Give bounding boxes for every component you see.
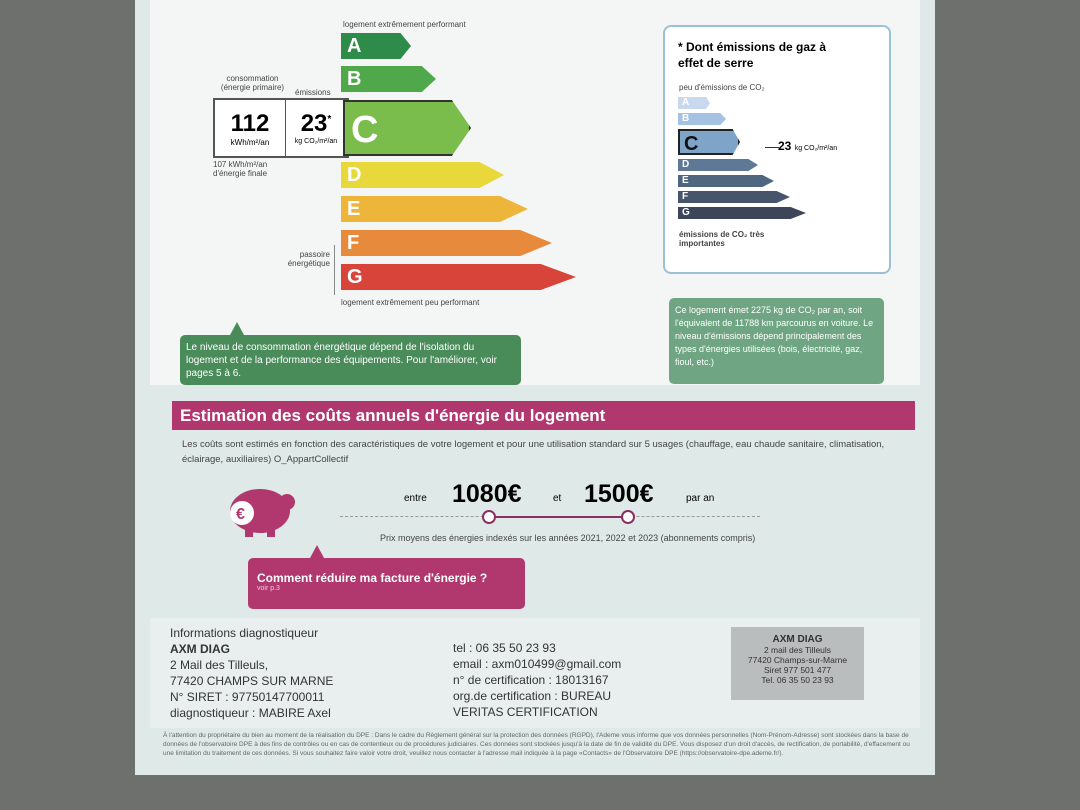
costs-description: Les coûts sont estimés en fonction des c… <box>182 439 885 465</box>
costs-title: Estimation des coûts annuels d'énergie d… <box>172 401 915 430</box>
ghg-class-c: C <box>678 129 740 155</box>
consumption-value: 112 <box>230 110 270 137</box>
ghg-class-b: B <box>678 113 726 125</box>
ghg-class-f: F <box>678 191 790 203</box>
emissions-unit: kg CO₂/m²/an <box>294 138 338 145</box>
stamp-line: Tel. 06 35 50 23 93 <box>761 675 834 685</box>
energy-class-f: F <box>341 230 552 256</box>
energy-class-e: E <box>341 196 528 222</box>
consumption-label: consommation (énergie primaire) <box>220 74 285 92</box>
diag-cert: n° de certification : 18013167 <box>453 673 609 687</box>
ghg-unit: kg CO₂/m²/an <box>794 145 838 152</box>
passoire-label: passoire énergétique <box>287 250 330 268</box>
divider <box>334 245 335 295</box>
per-year-label: par an <box>686 493 715 504</box>
ghg-class-a: A <box>678 97 710 109</box>
piggy-bank-icon: € <box>215 478 300 538</box>
diag-address1: 2 Mail des Tilleuls, <box>170 658 269 672</box>
ghg-panel: * Dont émissions de gaz à effet de serre… <box>663 25 891 274</box>
emissions-info-bubble: Ce logement émet 2275 kg de CO₂ par an, … <box>669 298 884 384</box>
diag-org: org.de certification : BUREAU VERITAS CE… <box>453 689 612 719</box>
ghg-class-g: G <box>678 207 806 219</box>
cost-min-marker <box>482 510 496 524</box>
bottom-label: logement extrêmement peu performant <box>341 298 480 307</box>
energy-class-d: D <box>341 162 504 188</box>
and-label: et <box>553 493 562 504</box>
energy-class-a: A <box>341 33 411 59</box>
diag-name: diagnostiqueur : MABIRE Axel <box>170 706 331 720</box>
consumption-unit: kWh/m²/an <box>230 138 270 147</box>
energy-class-b: B <box>341 66 436 92</box>
reduce-bill-link[interactable]: Comment réduire ma facture d'énergie ? v… <box>248 558 525 609</box>
stamp-line: 77420 Champs-sur-Marne <box>747 655 848 665</box>
prices-note: Prix moyens des énergies indexés sur les… <box>380 533 756 543</box>
ghg-value: 23 <box>778 139 792 153</box>
emissions-star: * <box>327 114 332 125</box>
diag-address2: 77420 CHAMPS SUR MARNE <box>170 674 334 688</box>
cost-max: 1500€ <box>584 480 654 508</box>
diag-siret: N° SIRET : 97750147700011 <box>170 690 325 704</box>
reduce-title: Comment réduire ma facture d'énergie ? <box>257 571 488 585</box>
top-label: logement extrêmement performant <box>343 20 466 29</box>
stamp-line: 2 mail des Tilleuls <box>763 645 832 655</box>
diag-company: AXM DIAG <box>170 642 230 656</box>
stamp-line: AXM DIAG <box>772 634 823 645</box>
between-label: entre <box>404 493 427 504</box>
ghg-title: * Dont émissions de gaz à effet de serre <box>678 40 827 70</box>
company-stamp: AXM DIAG 2 mail des Tilleuls 77420 Champ… <box>731 627 864 700</box>
cost-min: 1080€ <box>452 480 522 508</box>
final-energy: 107 kWh/m²/an d'énergie finale <box>213 160 268 178</box>
emissions-value: 23 <box>300 110 328 137</box>
ghg-top-label: peu d'émissions de CO₂ <box>679 83 765 92</box>
stamp-line: Siret 977 501 477 <box>763 665 832 675</box>
svg-text:€: € <box>236 506 245 523</box>
diag-heading: Informations diagnostiqueur <box>170 626 319 640</box>
energy-class-c: C <box>343 100 471 156</box>
diag-email: email : axm010499@gmail.com <box>453 657 622 671</box>
ghg-class-d: D <box>678 159 758 171</box>
footnote: À l'attention du propriétaire du bien au… <box>163 732 910 757</box>
ghg-class-e: E <box>678 175 774 187</box>
energy-class-g: G <box>341 264 576 290</box>
cost-max-marker <box>621 510 635 524</box>
reduce-sub: voir p.3 <box>257 585 280 592</box>
consumption-info-bubble: Le niveau de consommation énergétique dé… <box>180 335 521 385</box>
ghg-bottom-label: émissions de CO₂ très importantes <box>679 230 765 248</box>
value-box: 112 kWh/m²/an 23* kg CO₂/m²/an <box>213 98 349 158</box>
emissions-label: émissions <box>295 88 331 97</box>
diag-tel: tel : 06 35 50 23 93 <box>453 641 556 655</box>
cost-range <box>489 516 628 518</box>
